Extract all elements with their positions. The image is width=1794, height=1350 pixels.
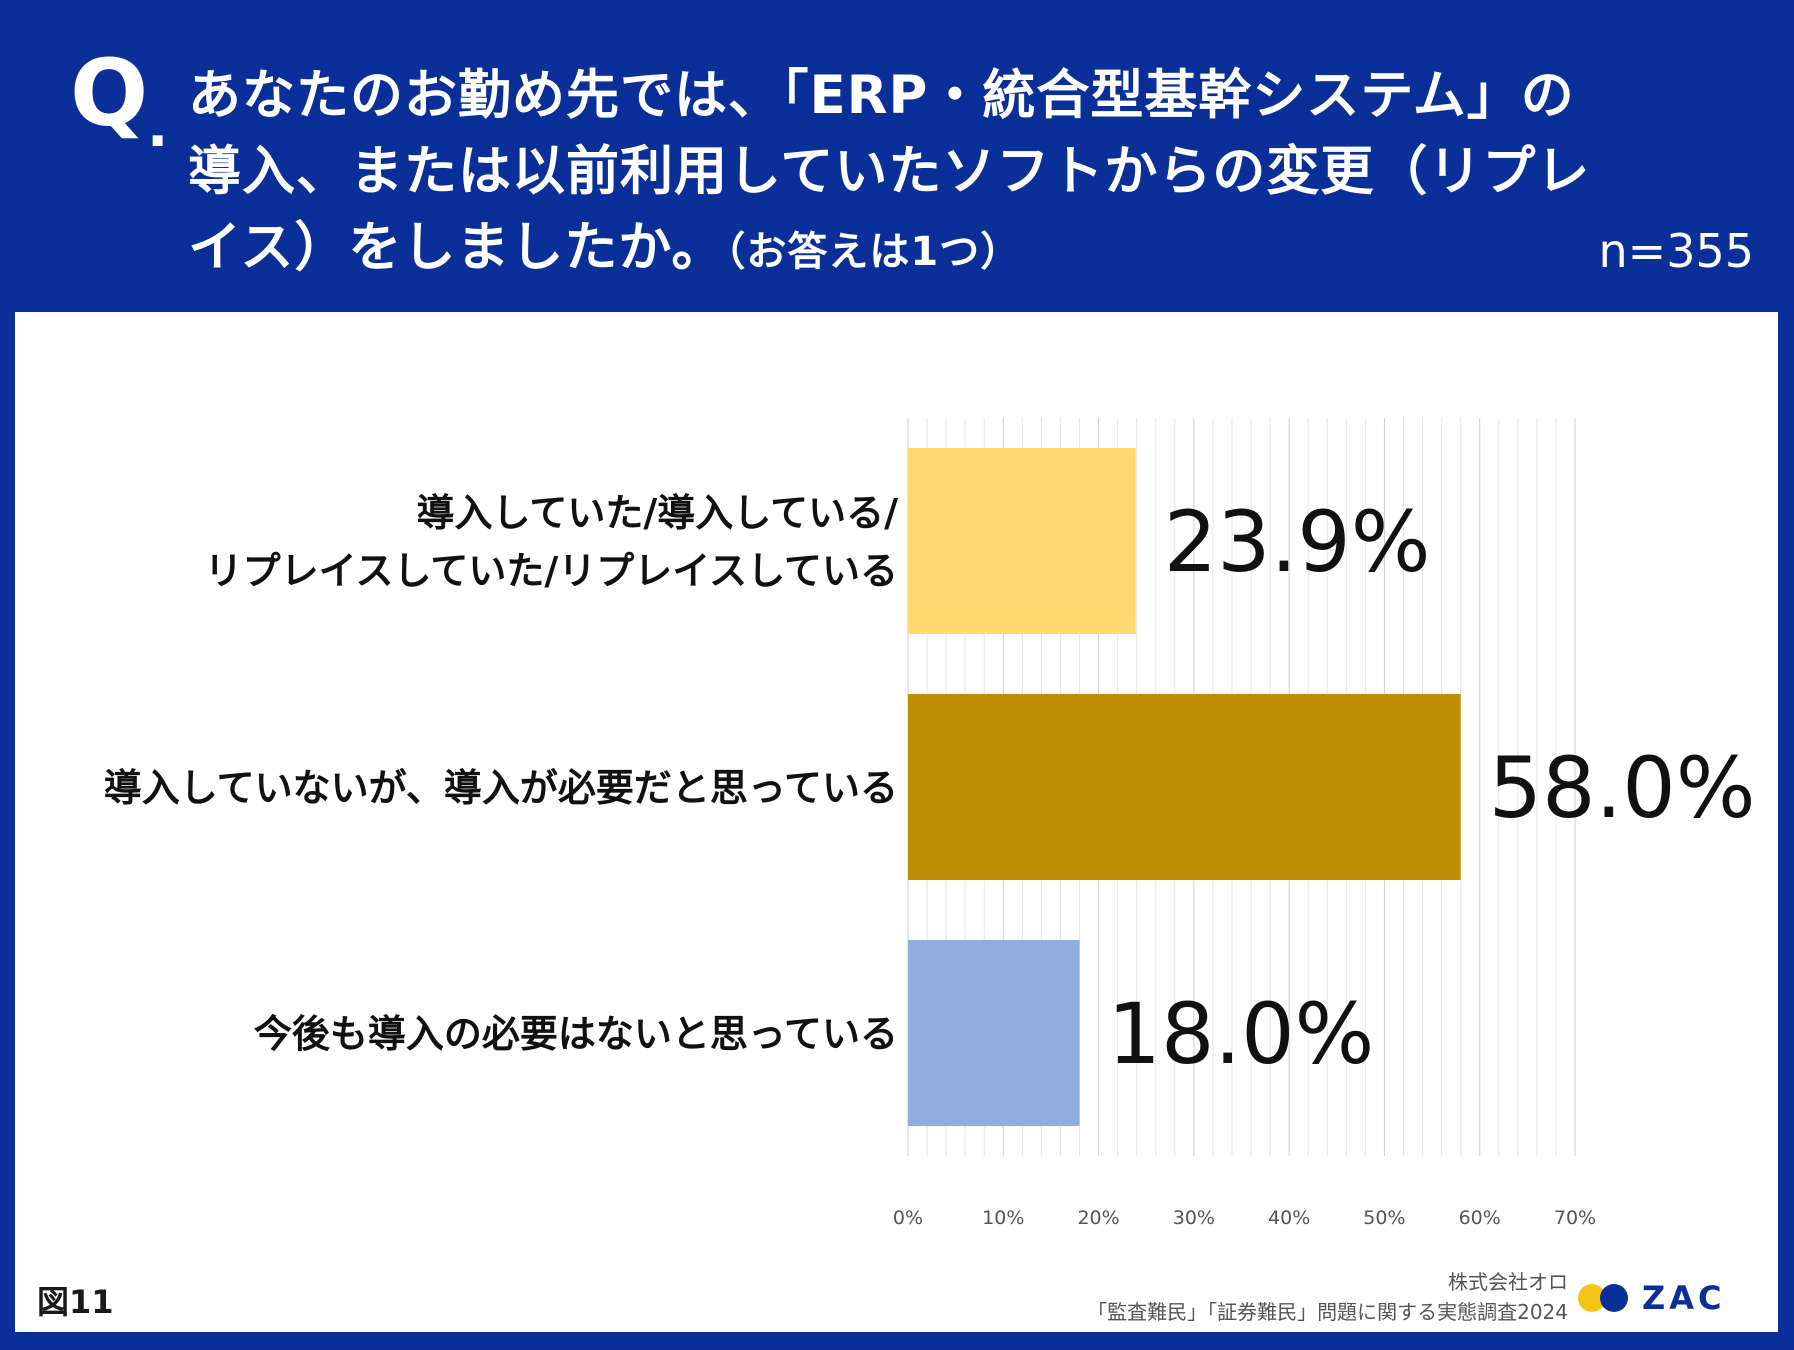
question-line: イス）をしましたか。（お答えは1つ） (188, 210, 1728, 290)
logo-wordmark: ZAC (1642, 1279, 1726, 1317)
source-credit: 株式会社オロ 「監査難民」「証券難民」問題に関する実態調査2024 (1087, 1267, 1568, 1327)
logo-blue-dot (1600, 1284, 1628, 1312)
labels: 0% 10% 20% 30% 40% 50% 60% 70% 23.9% 導入していた/導入してい… (104, 491, 1756, 1229)
sample-size: n=355 (1598, 224, 1755, 278)
x-tick-label: 0% (893, 1207, 923, 1229)
bar (908, 448, 1136, 634)
bar (908, 694, 1461, 880)
x-tick-label: 30% (1173, 1207, 1215, 1229)
zac-logo: ZAC (1578, 1280, 1738, 1316)
x-tick-label: 50% (1363, 1207, 1405, 1229)
question-text: あなたのお勤め先では、「ERP・統合型基幹システム」の 導入、または以前利用して… (188, 58, 1728, 290)
bar (908, 940, 1080, 1126)
question-mark: Q (70, 40, 149, 147)
figure-label: 図11 (37, 1283, 114, 1321)
x-tick-label: 70% (1554, 1207, 1596, 1229)
source-survey: 「監査難民」「証券難民」問題に関する実態調査2024 (1087, 1300, 1568, 1324)
bars (908, 448, 1461, 1126)
x-tick-label: 60% (1459, 1207, 1501, 1229)
header-banner: Q . あなたのお勤め先では、「ERP・統合型基幹システム」の 導入、または以前… (0, 0, 1794, 312)
question-line: あなたのお勤め先では、「ERP・統合型基幹システム」の (188, 65, 1575, 126)
value-label: 23.9% (1164, 493, 1431, 591)
question-mark-dot: . (147, 95, 169, 160)
x-tick-label: 10% (982, 1207, 1024, 1229)
bar-chart: 0% 10% 20% 30% 40% 50% 60% 70% 23.9% 導入していた/導入してい… (104, 418, 1756, 1229)
x-tick-label: 20% (1077, 1207, 1119, 1229)
question-note: （お答えは1つ） (725, 229, 1022, 275)
value-label: 18.0% (1108, 985, 1375, 1083)
category-label: 今後も導入の必要はないと思っている (254, 1012, 898, 1056)
category-label: 導入していないが、導入が必要だと思っている (104, 766, 898, 810)
category-label: リプレイスしていた/リプレイスしている (205, 549, 898, 593)
question-line-text: イス）をしましたか。 (188, 217, 726, 278)
x-tick-label: 40% (1268, 1207, 1310, 1229)
source-company: 株式会社オロ (1448, 1270, 1568, 1294)
category-label: 導入していた/導入している/ (417, 491, 899, 535)
chart-panel: 0% 10% 20% 30% 40% 50% 60% 70% 23.9% 導入していた/導入してい… (15, 312, 1778, 1332)
value-label: 58.0% (1489, 739, 1756, 837)
question-line: 導入、または以前利用していたソフトからの変更（リプレ (188, 141, 1591, 202)
